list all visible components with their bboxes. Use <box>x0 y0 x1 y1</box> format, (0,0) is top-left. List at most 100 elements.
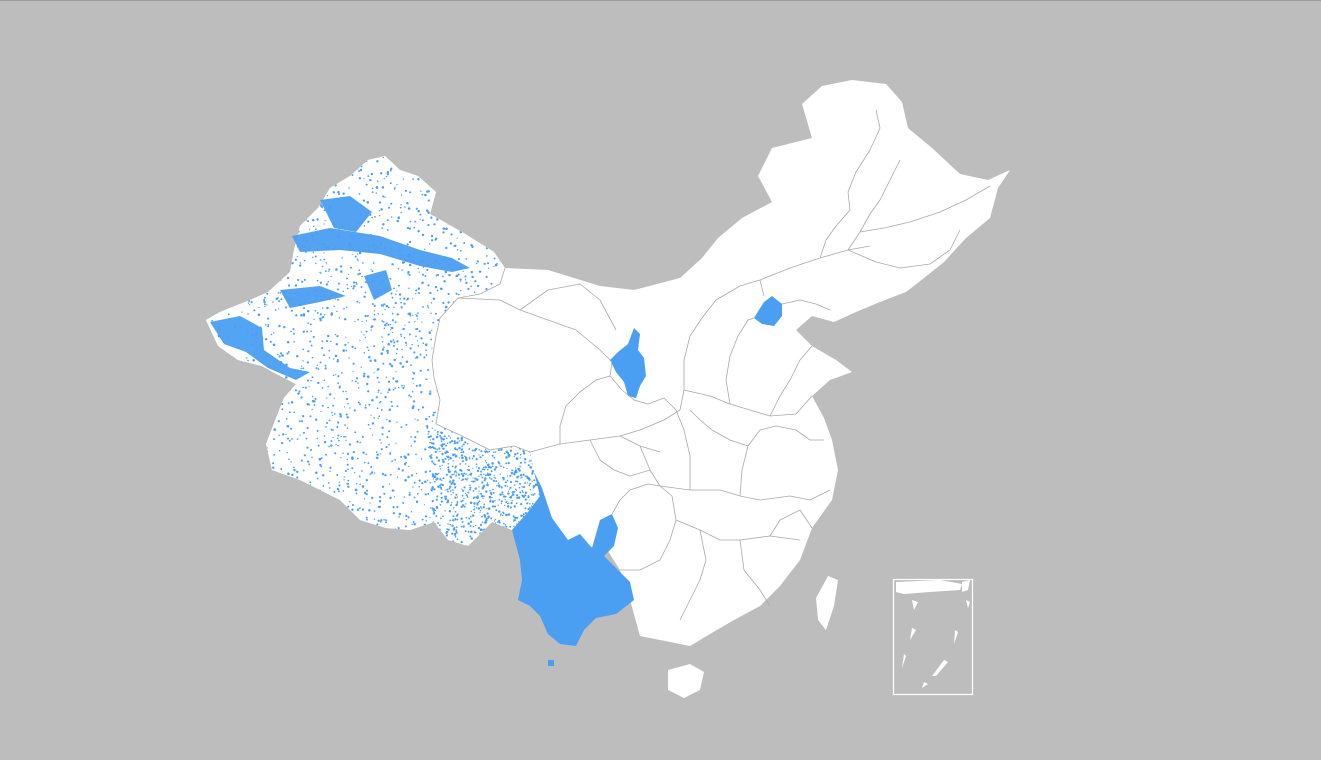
xinjiang-dot <box>447 181 450 183</box>
xizang-dot <box>501 465 503 467</box>
xizang-dot <box>380 392 382 394</box>
xizang-dot <box>319 463 322 467</box>
xinjiang-dot <box>267 323 270 326</box>
xinjiang-dot <box>498 201 501 204</box>
xizang-dot <box>351 508 354 511</box>
xinjiang-dot <box>400 194 403 196</box>
xinjiang-dot <box>264 156 267 160</box>
xinjiang-dot <box>231 158 233 161</box>
xinjiang-dot <box>417 230 420 233</box>
xinjiang-dot <box>228 177 231 180</box>
xinjiang-dot <box>373 310 376 312</box>
xizang-dot <box>300 396 303 399</box>
xizang-dot <box>344 469 347 473</box>
xinjiang-dot <box>229 304 232 307</box>
xizang-dot <box>514 467 517 469</box>
xizang-dot <box>461 448 464 450</box>
xizang-dot <box>439 533 441 535</box>
xizang-dot <box>452 491 455 494</box>
xizang-dot <box>370 471 374 474</box>
xizang-dot <box>266 461 269 464</box>
xizang-dot <box>493 456 496 459</box>
xinjiang-dot <box>256 253 259 255</box>
xizang-dot <box>302 469 305 472</box>
xizang-dot <box>407 465 410 468</box>
xizang-dot <box>270 490 273 494</box>
xinjiang-dot <box>255 378 258 381</box>
xinjiang-dot <box>251 290 254 294</box>
xinjiang-dot <box>491 159 494 163</box>
xizang-dot <box>434 429 436 431</box>
xizang-dot <box>275 547 277 549</box>
xinjiang-dot <box>460 189 463 193</box>
xinjiang-dot <box>321 340 324 343</box>
xizang-dot <box>474 487 477 490</box>
xizang-dot <box>455 503 458 507</box>
xinjiang-dot <box>406 226 410 230</box>
xinjiang-dot <box>287 350 290 353</box>
xizang-dot <box>320 410 322 413</box>
xinjiang-dot <box>210 356 213 359</box>
xizang-dot <box>417 527 420 530</box>
xinjiang-dot <box>236 164 239 166</box>
xizang-dot <box>449 456 452 460</box>
xizang-dot <box>519 457 521 459</box>
xinjiang-dot <box>304 218 307 221</box>
xizang-dot <box>467 496 469 498</box>
xizang-dot <box>521 486 523 488</box>
xizang-dot <box>280 541 282 544</box>
xinjiang-dot <box>259 240 261 243</box>
xinjiang-dot <box>303 278 306 281</box>
xinjiang-dot <box>246 245 249 249</box>
xizang-dot <box>277 420 280 423</box>
xizang-dot <box>340 527 342 530</box>
xinjiang-dot <box>483 156 485 157</box>
xinjiang-dot <box>336 360 339 363</box>
xinjiang-dot <box>473 195 476 198</box>
xinjiang-dot <box>321 265 324 268</box>
xinjiang-dot <box>336 310 338 313</box>
xinjiang-dot <box>421 321 423 323</box>
xinjiang-dot <box>442 275 444 278</box>
xinjiang-dot <box>286 194 290 197</box>
xizang-dot <box>434 537 437 540</box>
xinjiang-dot <box>481 221 483 223</box>
xinjiang-dot <box>407 270 410 274</box>
xizang-dot <box>434 411 436 414</box>
xizang-dot <box>483 473 485 476</box>
xizang-dot <box>277 485 280 488</box>
xinjiang-dot <box>222 364 225 368</box>
xinjiang-dot <box>503 201 505 204</box>
xizang-dot <box>446 499 450 502</box>
xizang-dot <box>497 482 500 484</box>
xizang-dot <box>483 479 486 482</box>
xinjiang-dot <box>323 379 326 382</box>
xinjiang-dot <box>451 192 453 195</box>
xinjiang-dot <box>251 156 254 158</box>
xinjiang-dot <box>493 162 495 165</box>
xinjiang-dot <box>393 287 395 290</box>
xizang-dot <box>400 544 403 546</box>
xizang-dot <box>368 546 370 548</box>
xizang-dot <box>323 440 327 444</box>
xinjiang-dot <box>448 176 451 179</box>
xizang-dot <box>491 454 494 457</box>
xinjiang-dot <box>264 305 266 308</box>
xizang-dot <box>496 485 498 487</box>
xinjiang-dot <box>391 319 394 322</box>
xizang-dot <box>475 496 478 499</box>
xizang-dot <box>532 486 535 489</box>
xizang-dot <box>332 436 334 439</box>
xinjiang-dot <box>496 242 498 244</box>
xizang-dot <box>473 531 476 534</box>
xinjiang-dot <box>328 349 331 352</box>
xizang-dot <box>290 427 293 430</box>
xinjiang-dot <box>350 266 352 269</box>
xinjiang-dot <box>461 169 463 171</box>
xizang-dot <box>376 453 379 456</box>
xinjiang-dot <box>475 213 478 215</box>
xinjiang-dot <box>460 190 462 193</box>
xinjiang-dot <box>316 180 319 183</box>
xinjiang-dot <box>217 175 220 179</box>
